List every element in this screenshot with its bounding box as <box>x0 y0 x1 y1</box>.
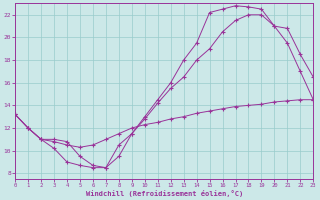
X-axis label: Windchill (Refroidissement éolien,°C): Windchill (Refroidissement éolien,°C) <box>85 190 243 197</box>
